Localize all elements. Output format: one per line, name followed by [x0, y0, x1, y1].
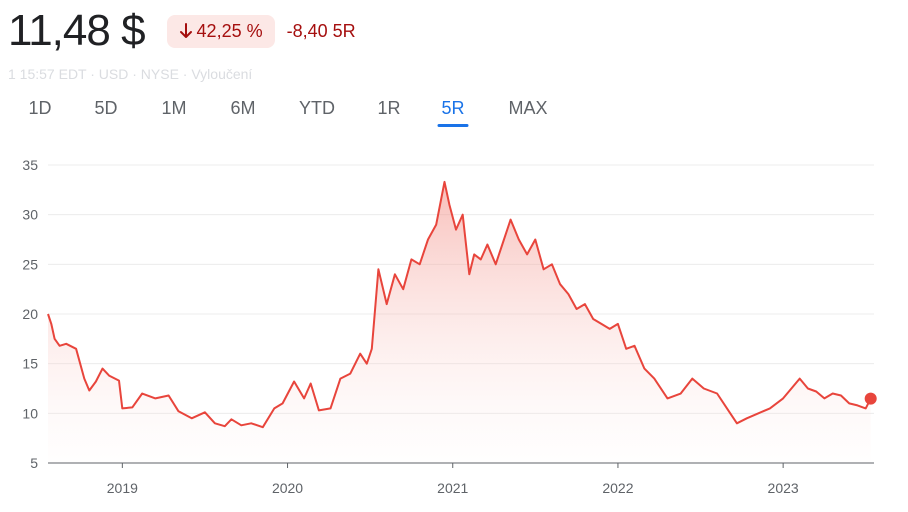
tab-1d[interactable]: 1D — [28, 98, 52, 118]
x-tick-label: 2023 — [768, 480, 799, 496]
y-tick-label: 15 — [22, 356, 38, 372]
y-tick-label: 35 — [22, 157, 38, 173]
x-tick-label: 2020 — [272, 480, 303, 496]
y-tick-label: 5 — [30, 455, 38, 471]
change-percent: 42,25 % — [196, 20, 263, 41]
x-tick-label: 2022 — [602, 480, 633, 496]
price-area-fill — [48, 181, 871, 463]
current-price: 11,48 $ — [8, 6, 146, 55]
y-tick-label: 20 — [22, 306, 38, 322]
tab-ytd[interactable]: YTD — [299, 98, 335, 118]
tab-5r[interactable]: 5R — [437, 96, 469, 127]
price-line — [47, 180, 872, 429]
tab-5d[interactable]: 5D — [94, 98, 118, 118]
tab-1r[interactable]: 1R — [377, 98, 401, 118]
y-tick-label: 30 — [22, 207, 38, 223]
change-percent-badge: 42,25 % — [166, 14, 275, 48]
x-tick-label: 2021 — [437, 480, 468, 496]
last-price-point — [864, 392, 877, 405]
tab-max[interactable]: MAX — [508, 98, 548, 118]
price-row: 11,48 $ 42,25 % -8,40 5R — [8, 6, 356, 56]
tab-6m[interactable]: 6M — [230, 98, 256, 118]
change-absolute: -8,40 5R — [286, 20, 356, 41]
tab-1m[interactable]: 1M — [161, 98, 187, 118]
x-tick-label: 2019 — [107, 480, 138, 496]
y-tick-label: 25 — [22, 256, 38, 272]
y-tick-label: 10 — [22, 405, 38, 421]
price-subline: 1 15:57 EDT · USD · NYSE · Vyloučení — [8, 66, 253, 82]
arrow-down-icon — [179, 23, 192, 38]
